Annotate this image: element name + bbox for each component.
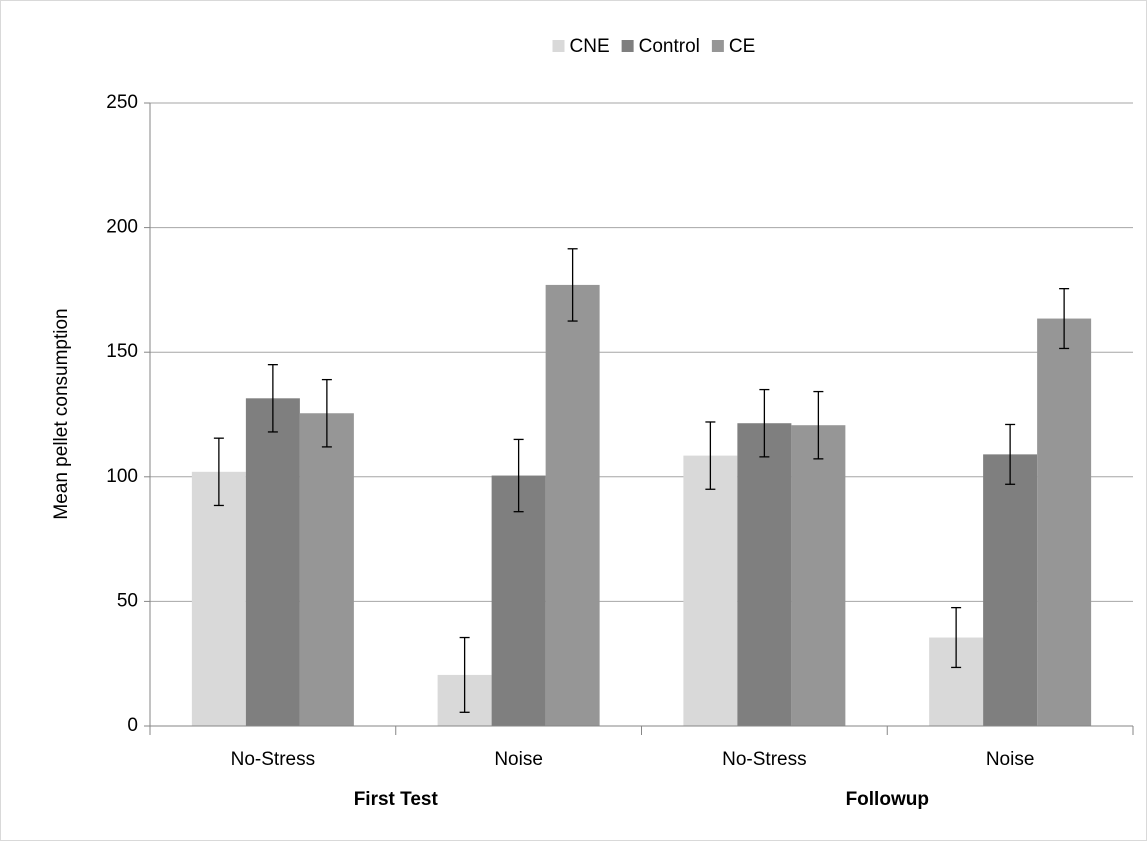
y-tick-label: 50 <box>117 590 138 611</box>
x-tick-label: No-Stress <box>722 749 806 770</box>
legend-swatch <box>621 40 634 52</box>
y-tick-label: 100 <box>106 466 138 487</box>
x-tick-label: No-Stress <box>231 749 315 770</box>
x-tick-label: Noise <box>494 749 543 770</box>
legend-swatch <box>711 40 724 52</box>
bar <box>491 475 546 726</box>
y-tick-label: 200 <box>106 217 138 238</box>
y-tick-label: 250 <box>106 92 138 113</box>
bar <box>791 425 846 726</box>
bar <box>191 471 246 726</box>
bar <box>545 284 600 726</box>
y-axis-label: Mean pellet consumption <box>51 308 72 519</box>
group-label: First Test <box>354 789 439 810</box>
y-tick-label: 0 <box>127 715 138 736</box>
bar <box>737 423 792 726</box>
bar <box>1037 318 1092 726</box>
bar <box>983 454 1038 726</box>
bar <box>245 398 300 726</box>
x-tick-label: Noise <box>986 749 1035 770</box>
legend-label: CE <box>729 36 755 57</box>
bar <box>683 455 738 726</box>
legend-label: Control <box>639 36 700 57</box>
legend-swatch <box>552 40 565 52</box>
legend-label: CNE <box>570 36 610 57</box>
bar <box>299 413 354 726</box>
group-label: Followup <box>846 789 929 810</box>
y-tick-label: 150 <box>106 341 138 362</box>
